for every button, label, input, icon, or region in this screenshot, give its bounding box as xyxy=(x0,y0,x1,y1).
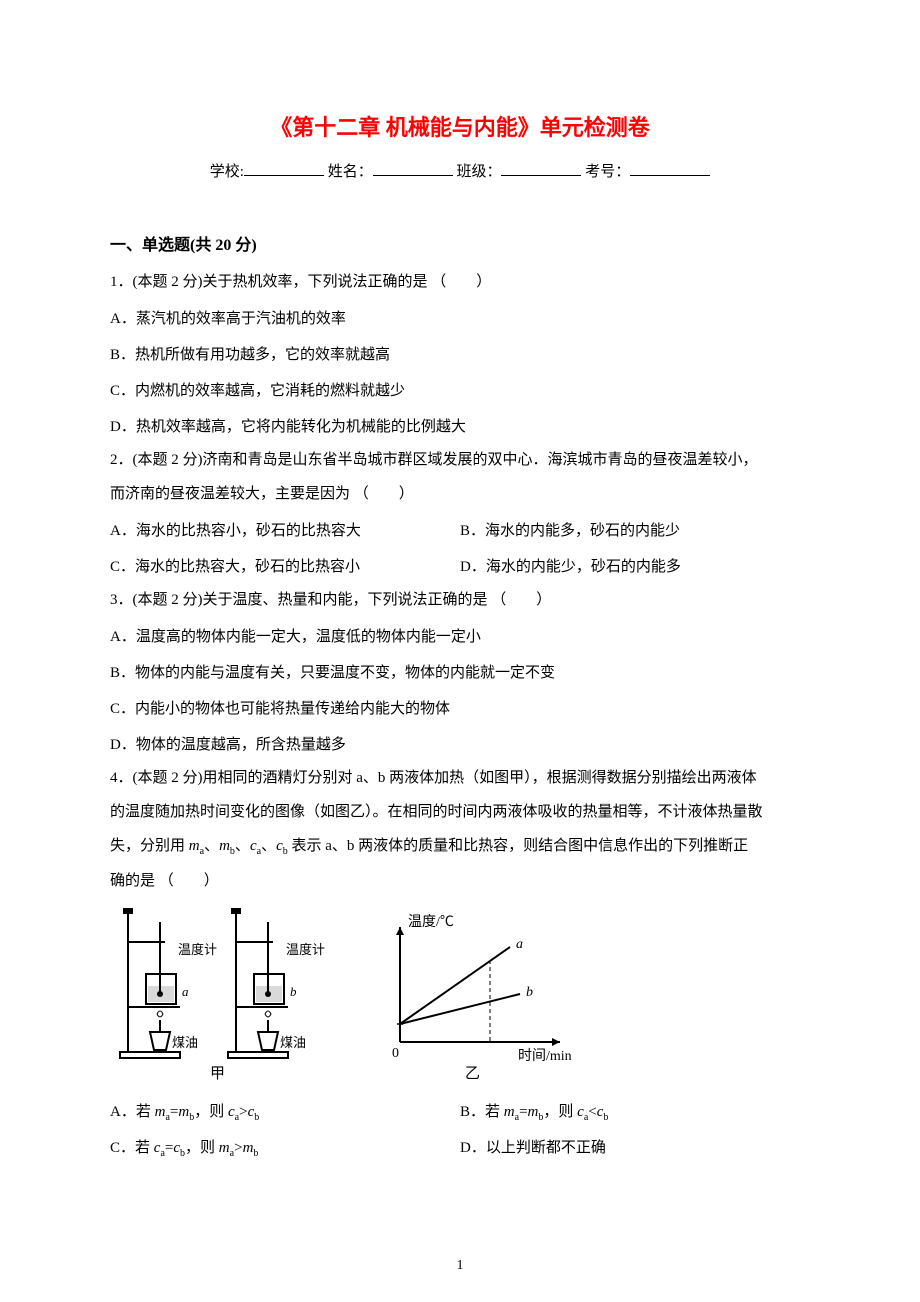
line-b-label: b xyxy=(526,985,533,1000)
fuel-label-a: 煤油 xyxy=(172,1035,198,1050)
thermometer-label-b: 温度计 xyxy=(286,942,325,957)
liquid-a-label: a xyxy=(182,984,189,999)
q1-stem: 1．(本题 2 分)关于热机效率，下列说法正确的是 （ ） xyxy=(110,267,810,297)
q4-options-row2: C．若 ca=cb，则 ma>mb D．以上判断都不正确 xyxy=(110,1130,810,1166)
q4-stem3-post: 表示 a、b 两液体的质量和比热容，则结合图中信息作出的下列推断正 xyxy=(288,838,748,854)
q1-option-d: D．热机效率越高，它将内能转化为机械能的比例越大 xyxy=(110,409,810,445)
q4-options-row1: A．若 ma=mb，则 ca>cb B．若 ma=mb，则 ca<cb xyxy=(110,1094,810,1130)
q2-stem-line2: 而济南的昼夜温差较大，主要是因为 （ ） xyxy=(110,479,810,509)
examno-label: 考号： xyxy=(585,164,630,180)
class-label: 班级： xyxy=(456,164,501,180)
q2-options-row1: A．海水的比热容小，砂石的比热容大 B．海水的内能多，砂石的内能少 xyxy=(110,513,810,549)
q4-a-pre: A．若 xyxy=(110,1104,155,1120)
q3-option-d: D．物体的温度越高，所含热量越多 xyxy=(110,727,810,763)
school-blank[interactable] xyxy=(244,160,324,176)
q1-option-a: A．蒸汽机的效率高于汽油机的效率 xyxy=(110,301,810,337)
q4-stem3-pre: 失，分别用 xyxy=(110,838,189,854)
q2-options-row2: C．海水的比热容大，砂石的比热容小 D．海水的内能少，砂石的内能多 xyxy=(110,549,810,585)
figure-apparatus: 温度计 a 煤油 温度计 b 煤油 xyxy=(110,902,330,1082)
q2-option-b: B．海水的内能多，砂石的内能少 xyxy=(460,513,810,549)
origin-label: 0 xyxy=(392,1046,399,1061)
school-label: 学校: xyxy=(210,164,244,180)
q3-stem: 3．(本题 2 分)关于温度、热量和内能，下列说法正确的是 （ ） xyxy=(110,585,810,615)
x-axis-label: 时间/min xyxy=(518,1048,572,1064)
y-axis-label: 温度/℃ xyxy=(408,914,454,930)
q4-stem-line4: 确的是 （ ） xyxy=(110,866,810,896)
page-title: 《第十二章 机械能与内能》单元检测卷 xyxy=(110,110,810,142)
q4-option-b: B．若 ma=mb，则 ca<cb xyxy=(460,1094,810,1130)
examno-blank[interactable] xyxy=(630,160,710,176)
line-a-label: a xyxy=(516,937,523,952)
page-number: 1 xyxy=(0,1258,920,1274)
q4-option-d: D．以上判断都不正确 xyxy=(460,1130,810,1166)
q3-option-b: B．物体的内能与温度有关，只要温度不变，物体的内能就一定不变 xyxy=(110,655,810,691)
q4-option-c: C．若 ca=cb，则 ma>mb xyxy=(110,1130,460,1166)
exam-page: 《第十二章 机械能与内能》单元检测卷 学校: 姓名： 班级： 考号： 一、单选题… xyxy=(0,0,920,1302)
section-1-header: 一、单选题(共 20 分) xyxy=(110,231,810,255)
name-blank[interactable] xyxy=(373,160,453,176)
class-blank[interactable] xyxy=(501,160,581,176)
q3-option-a: A．温度高的物体内能一定大，温度低的物体内能一定小 xyxy=(110,619,810,655)
q1-option-b: B．热机所做有用功越多，它的效率就越高 xyxy=(110,337,810,373)
thermometer-label-a: 温度计 xyxy=(178,942,217,957)
q4-option-a: A．若 ma=mb，则 ca>cb xyxy=(110,1094,460,1130)
liquid-b-label: b xyxy=(290,984,297,999)
fuel-label-b: 煤油 xyxy=(280,1035,306,1050)
q2-option-d: D．海水的内能少，砂石的内能多 xyxy=(460,549,810,585)
q4-c-pre: C．若 xyxy=(110,1140,154,1156)
q1-option-c: C．内燃机的效率越高，它消耗的燃料就越少 xyxy=(110,373,810,409)
q4-stem-line3: 失，分别用 ma、mb、ca、cb 表示 a、b 两液体的质量和比热容，则结合图… xyxy=(110,831,810,862)
q4-b-pre: B．若 xyxy=(460,1104,504,1120)
figure-chart: 温度/℃ 时间/min 0 a b 乙 xyxy=(370,912,580,1082)
name-label: 姓名： xyxy=(328,164,373,180)
q4-stem-line2: 的温度随加热时间变化的图像（如图乙）。在相同的时间内两液体吸收的热量相等，不计液… xyxy=(110,797,810,827)
q2-stem-line1: 2．(本题 2 分)济南和青岛是山东省半岛城市群区域发展的双中心．海滨城市青岛的… xyxy=(110,445,810,475)
student-info-line: 学校: 姓名： 班级： 考号： xyxy=(110,160,810,181)
q2-option-a: A．海水的比热容小，砂石的比热容大 xyxy=(110,513,460,549)
q4-stem-line1: 4．(本题 2 分)用相同的酒精灯分别对 a、b 两液体加热（如图甲），根据测得… xyxy=(110,763,810,793)
q2-option-c: C．海水的比热容大，砂石的比热容小 xyxy=(110,549,460,585)
q4-figure-row: 温度计 a 煤油 温度计 b 煤油 xyxy=(110,902,810,1082)
q3-option-c: C．内能小的物体也可能将热量传递给内能大的物体 xyxy=(110,691,810,727)
figure-caption-left: 甲 xyxy=(210,1066,225,1082)
figure-caption-right: 乙 xyxy=(465,1066,480,1082)
